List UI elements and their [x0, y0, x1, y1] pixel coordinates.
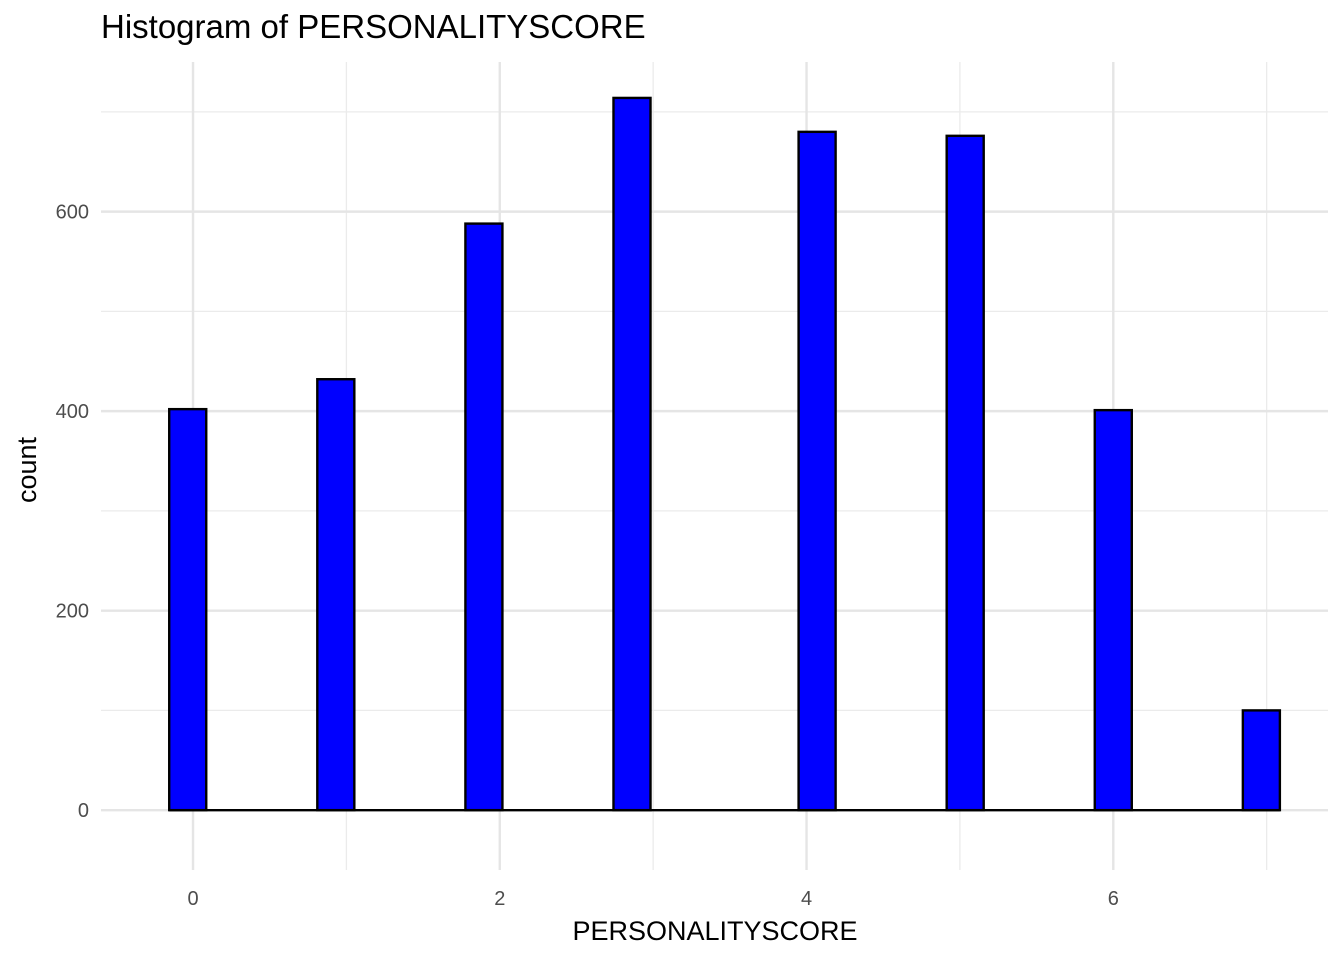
histogram-bar — [1093, 408, 1133, 812]
y-tick-label: 400 — [56, 401, 89, 423]
y-tick-label: 600 — [56, 202, 89, 224]
x-tick-label: 2 — [494, 888, 505, 910]
x-tick-label: 6 — [1108, 888, 1119, 910]
histogram-bar — [1241, 709, 1282, 812]
ticks-layer: 0 2 4 6 0 200 400 600 — [56, 202, 1119, 910]
bars-layer — [168, 96, 1282, 812]
y-tick-label: 200 — [56, 601, 89, 623]
chart-title: Histogram of PERSONALITYSCORE — [101, 8, 646, 45]
histogram-bar — [464, 222, 504, 812]
histogram-bar — [316, 378, 356, 812]
y-tick-label: 0 — [78, 800, 89, 822]
histogram-bar — [945, 134, 985, 812]
histogram-bar — [612, 96, 652, 812]
x-tick-label: 4 — [801, 888, 812, 910]
y-axis-title: count — [12, 436, 42, 503]
histogram-bar — [797, 130, 837, 812]
grid-layer — [101, 62, 1328, 870]
histogram-bar — [168, 407, 208, 812]
x-axis-title: PERSONALITYSCORE — [572, 916, 857, 946]
x-tick-label: 0 — [187, 888, 198, 910]
